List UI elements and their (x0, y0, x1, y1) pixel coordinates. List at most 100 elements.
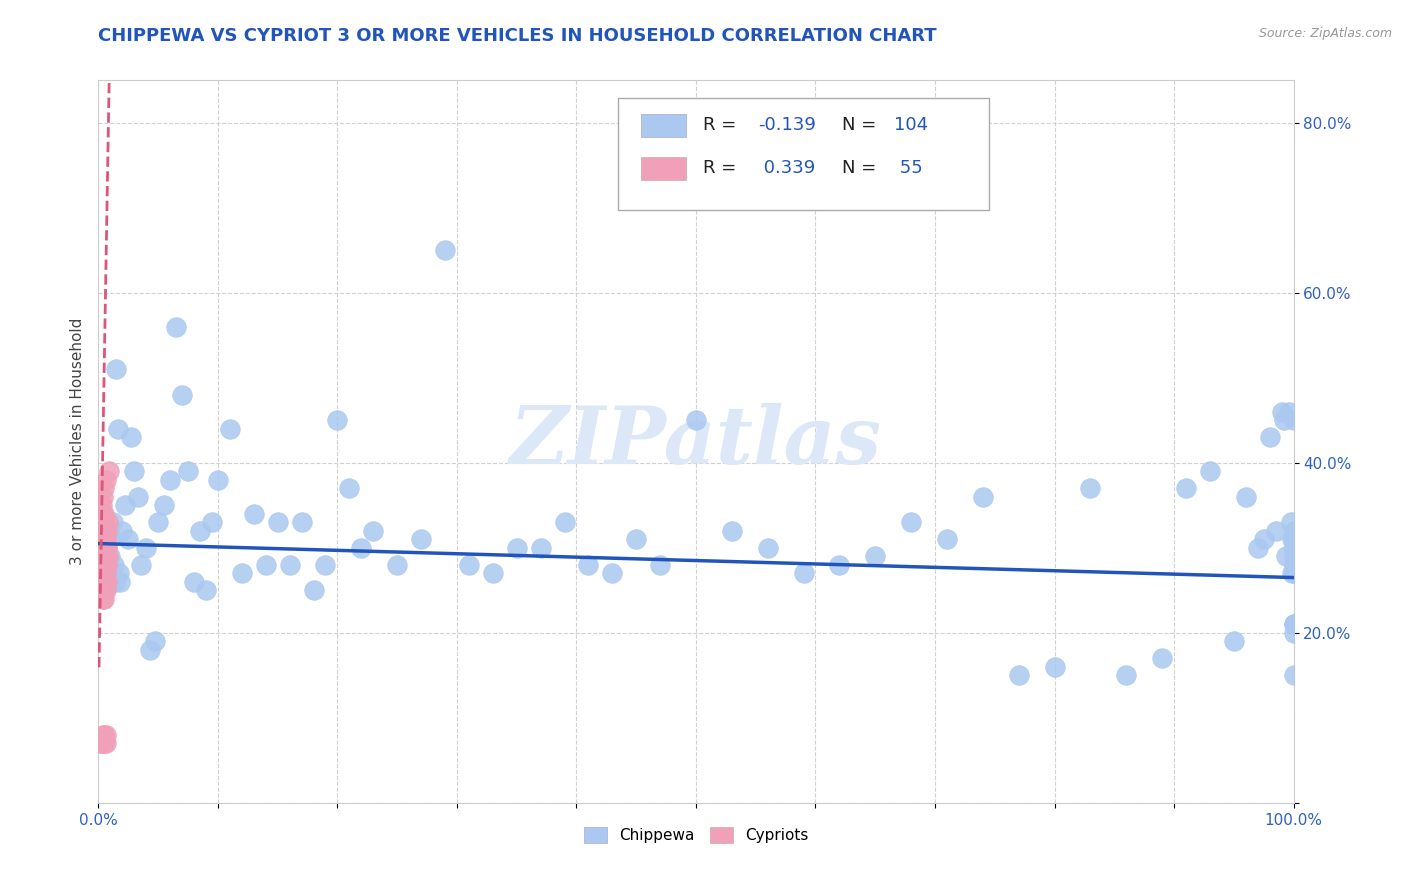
Point (94, 541, 117, 555)
Point (756, 541, 779, 555)
Point (90, 558, 112, 572)
Point (172, 388, 194, 402)
Point (98, 464, 121, 478)
FancyBboxPatch shape (619, 98, 988, 211)
Point (1275, 549, 1298, 564)
Point (1282, 413, 1305, 427)
Point (91, 549, 114, 564)
Point (506, 541, 529, 555)
Point (1247, 541, 1270, 555)
Point (793, 566, 815, 581)
Point (91, 498, 114, 512)
Point (159, 473, 181, 487)
Point (93, 533, 115, 547)
Text: Source: ZipAtlas.com: Source: ZipAtlas.com (1258, 27, 1392, 40)
Point (91, 533, 114, 547)
Point (458, 558, 481, 572)
Point (936, 533, 959, 547)
Point (183, 574, 205, 589)
Point (91, 524, 114, 538)
Point (93, 566, 115, 581)
Point (1282, 541, 1305, 555)
Point (1282, 558, 1305, 572)
Point (1258, 430, 1281, 444)
Point (91, 549, 114, 564)
Point (120, 430, 142, 444)
Point (111, 524, 134, 538)
Point (626, 533, 648, 547)
Point (900, 516, 922, 530)
Point (94, 558, 117, 572)
Point (97, 566, 120, 581)
Point (91, 541, 114, 555)
Point (188, 524, 211, 538)
Point (578, 558, 600, 572)
Point (93, 549, 115, 564)
Point (1199, 464, 1222, 478)
Point (1282, 566, 1305, 581)
Point (139, 642, 162, 657)
Text: 55: 55 (894, 160, 924, 178)
Point (91, 533, 114, 547)
Point (201, 516, 224, 530)
Point (93, 549, 115, 564)
Point (93, 533, 115, 547)
Point (1272, 413, 1295, 427)
Point (94, 583, 117, 598)
Point (243, 507, 266, 521)
Point (1271, 405, 1294, 419)
Point (91, 574, 114, 589)
Text: CHIPPEWA VS CYPRIOT 3 OR MORE VEHICLES IN HOUSEHOLD CORRELATION CHART: CHIPPEWA VS CYPRIOT 3 OR MORE VEHICLES I… (98, 27, 936, 45)
Point (1281, 533, 1303, 547)
Point (1282, 625, 1305, 640)
Y-axis label: 3 or more Vehicles in Household: 3 or more Vehicles in Household (69, 318, 84, 566)
Point (94, 736, 117, 750)
Point (94, 549, 117, 564)
Point (94, 728, 117, 742)
Point (91, 566, 114, 581)
Point (339, 481, 361, 495)
Point (195, 583, 218, 598)
Point (254, 558, 277, 572)
Point (530, 541, 553, 555)
Point (91, 490, 114, 504)
Point (96, 524, 118, 538)
Point (90, 541, 112, 555)
Point (153, 498, 176, 512)
Point (96, 541, 118, 555)
Point (93, 574, 115, 589)
Point (434, 244, 457, 258)
Point (131, 558, 153, 572)
Point (219, 422, 242, 436)
Point (97, 516, 120, 530)
Point (93, 591, 115, 606)
Point (1223, 634, 1246, 648)
Point (91, 591, 114, 606)
Text: 0.339: 0.339 (758, 160, 815, 178)
Point (1279, 516, 1302, 530)
Point (93, 736, 115, 750)
Point (278, 558, 301, 572)
Point (98, 549, 122, 564)
Point (685, 413, 707, 427)
Point (1175, 481, 1198, 495)
Point (1080, 481, 1102, 495)
Point (291, 516, 314, 530)
Point (93, 728, 115, 742)
Text: N =: N = (842, 160, 882, 178)
Point (1264, 524, 1286, 538)
Point (104, 574, 127, 589)
Point (93, 583, 115, 598)
Point (98, 533, 122, 547)
Point (117, 533, 139, 547)
Legend: Chippewa, Cypriots: Chippewa, Cypriots (578, 822, 814, 849)
Point (91, 541, 114, 555)
Point (1008, 668, 1031, 682)
Point (91, 558, 114, 572)
Point (91, 566, 114, 581)
Point (1115, 668, 1137, 682)
Bar (641, 113, 686, 136)
Text: ZIPatlas: ZIPatlas (510, 403, 882, 480)
Point (1282, 533, 1305, 547)
Point (93, 558, 115, 572)
